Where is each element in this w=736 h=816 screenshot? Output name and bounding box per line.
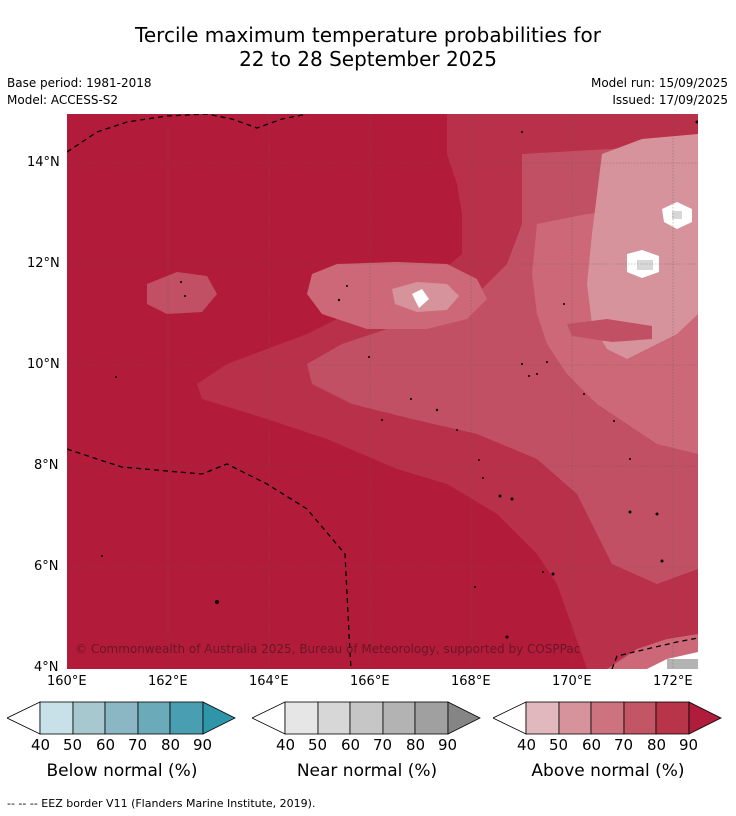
near-tick-70: 70 [373, 736, 393, 754]
contour-above-50 [587, 134, 698, 359]
lat-label-14n: 14°N [27, 155, 60, 170]
near-normal-patch-2 [672, 211, 682, 219]
eez-footnote: -- -- -- EEZ border V11 (Flanders Marine… [7, 797, 316, 810]
lon-label-160e: 160°E [47, 674, 87, 689]
contour-centre-white [412, 289, 429, 308]
above-tick-60: 60 [582, 736, 602, 754]
near-normal-patch [637, 260, 653, 270]
below-tick-80: 80 [161, 736, 181, 754]
contour-west-blob [147, 272, 217, 314]
map-title-line1: Tercile maximum temperature probabilitie… [135, 23, 601, 47]
above-tick-50: 50 [549, 736, 569, 754]
below-tick-50: 50 [63, 736, 83, 754]
above-tick-80: 80 [647, 736, 667, 754]
lat-label-6n: 6°N [34, 559, 59, 574]
near-normal-title: Near normal (%) [296, 761, 438, 781]
near-tick-50: 50 [308, 736, 328, 754]
below-tick-70: 70 [128, 736, 148, 754]
lon-label-166e: 166°E [350, 674, 390, 689]
colorbar-below-bar [7, 701, 236, 735]
above-tick-90: 90 [679, 736, 699, 754]
near-tick-90: 90 [438, 736, 458, 754]
near-tick-80: 80 [406, 736, 426, 754]
islands [101, 120, 698, 639]
eez-borders [67, 114, 698, 669]
model-run: Model run: 15/09/2025 [590, 76, 728, 90]
map-title-line2: 22 to 28 September 2025 [239, 47, 497, 71]
issued-date: Issued: 17/09/2025 [612, 93, 728, 107]
lon-label-170e: 170°E [552, 674, 592, 689]
probability-map: © Commonwealth of Australia 2025, Bureau… [67, 114, 698, 669]
model-name: Model: ACCESS-S2 [7, 93, 119, 107]
lon-label-168e: 168°E [451, 674, 491, 689]
contour-east-tongue [567, 319, 652, 342]
lon-label-172e: 172°E [653, 674, 693, 689]
near-normal-se [667, 659, 698, 669]
map-panel: © Commonwealth of Australia 2025, Bureau… [67, 114, 698, 669]
above-tick-40: 40 [517, 736, 537, 754]
colorbar-above-bar [493, 701, 722, 735]
lon-label-164e: 164°E [249, 674, 289, 689]
graticule [67, 114, 698, 669]
copyright-notice: © Commonwealth of Australia 2025, Bureau… [75, 642, 580, 656]
near-tick-40: 40 [276, 736, 296, 754]
lat-label-10n: 10°N [27, 357, 60, 372]
below-tick-90: 90 [193, 736, 213, 754]
above-tick-70: 70 [614, 736, 634, 754]
below-normal-title: Below normal (%) [46, 761, 198, 781]
below-tick-40: 40 [31, 736, 51, 754]
colorbar-near-bar [252, 701, 481, 735]
below-tick-60: 60 [96, 736, 116, 754]
lat-label-8n: 8°N [34, 458, 59, 473]
lon-label-162e: 162°E [148, 674, 188, 689]
near-tick-60: 60 [341, 736, 361, 754]
above-normal-title: Above normal (%) [531, 761, 685, 781]
base-period: Base period: 1981-2018 [7, 76, 152, 90]
lat-label-4n: 4°N [34, 660, 59, 675]
lat-label-12n: 12°N [27, 256, 60, 271]
